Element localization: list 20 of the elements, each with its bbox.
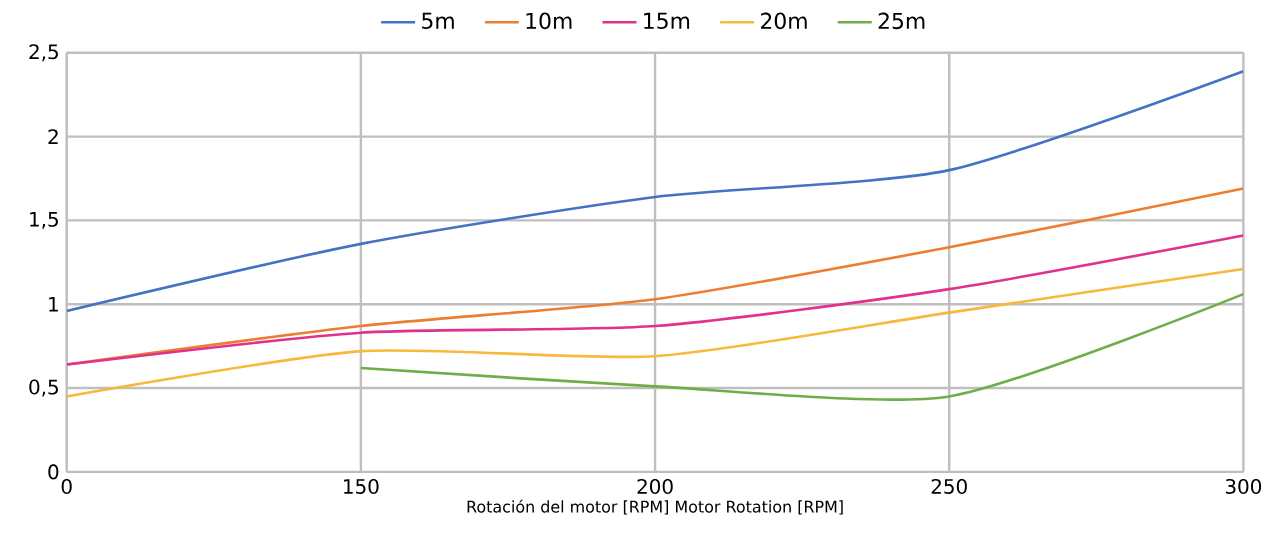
legend-label: 10m	[526, 12, 572, 30]
x-tick-label: 150	[344, 479, 379, 495]
legend-label: 20m	[760, 12, 807, 30]
x-axis-title: Rotación del motor [RPM] Motor Rotation [RPM]	[467, 499, 843, 515]
legend-label: 15m	[644, 12, 690, 30]
x-tick-label: 300	[1225, 479, 1262, 495]
line-series	[66, 267, 1244, 398]
y-tick-label: 1	[49, 297, 58, 312]
x-tick-label: 200	[637, 479, 673, 495]
y-tick-label: 2	[48, 129, 58, 145]
y-tick-label: 2,5	[29, 44, 58, 62]
legend-label: 5m	[422, 12, 454, 30]
legend-label: 25m	[878, 12, 925, 30]
y-tick-label: 1,5	[30, 212, 58, 230]
line-series	[66, 70, 1244, 313]
y-tick-label: 0,5	[29, 379, 58, 397]
x-tick-label: 250	[931, 479, 967, 495]
line-series	[66, 234, 1244, 367]
x-tick-label: 0	[61, 479, 72, 495]
y-tick-label: 0	[48, 464, 59, 480]
